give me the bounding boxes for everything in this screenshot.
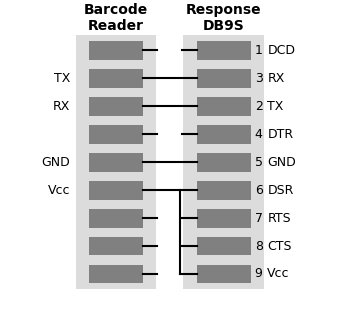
Bar bbox=[89, 209, 143, 228]
Bar bbox=[197, 125, 251, 144]
Text: TX: TX bbox=[267, 100, 284, 113]
Text: RX: RX bbox=[267, 72, 285, 85]
Text: Response
DB9S: Response DB9S bbox=[186, 3, 261, 33]
Text: Barcode
Reader: Barcode Reader bbox=[84, 3, 148, 33]
Bar bbox=[197, 153, 251, 172]
Text: Vcc: Vcc bbox=[48, 184, 70, 197]
Bar bbox=[183, 35, 264, 289]
Text: CTS: CTS bbox=[267, 240, 292, 253]
Bar bbox=[89, 69, 143, 88]
Text: 6: 6 bbox=[255, 184, 263, 197]
Bar bbox=[197, 69, 251, 88]
Text: DCD: DCD bbox=[267, 44, 295, 57]
Text: GND: GND bbox=[41, 156, 70, 169]
Text: RX: RX bbox=[53, 100, 70, 113]
Bar bbox=[89, 125, 143, 144]
Text: 4: 4 bbox=[255, 128, 263, 141]
Bar bbox=[89, 41, 143, 60]
Bar bbox=[89, 97, 143, 116]
Text: TX: TX bbox=[54, 72, 70, 85]
Bar bbox=[197, 181, 251, 200]
Text: 5: 5 bbox=[255, 156, 263, 169]
Text: GND: GND bbox=[267, 156, 296, 169]
Bar bbox=[197, 237, 251, 255]
Text: 8: 8 bbox=[255, 240, 263, 253]
Bar bbox=[76, 35, 156, 289]
Text: 9: 9 bbox=[255, 267, 263, 280]
Bar bbox=[89, 237, 143, 255]
Text: DTR: DTR bbox=[267, 128, 293, 141]
Bar bbox=[197, 265, 251, 283]
Text: DSR: DSR bbox=[267, 184, 294, 197]
Bar bbox=[89, 153, 143, 172]
Bar bbox=[197, 97, 251, 116]
Bar bbox=[89, 181, 143, 200]
Text: 7: 7 bbox=[255, 212, 263, 225]
Text: 3: 3 bbox=[255, 72, 263, 85]
Text: 2: 2 bbox=[255, 100, 263, 113]
Text: Vcc: Vcc bbox=[267, 267, 290, 280]
Text: RTS: RTS bbox=[267, 212, 291, 225]
Text: 1: 1 bbox=[255, 44, 263, 57]
Bar bbox=[197, 209, 251, 228]
Bar bbox=[89, 265, 143, 283]
Bar bbox=[197, 41, 251, 60]
